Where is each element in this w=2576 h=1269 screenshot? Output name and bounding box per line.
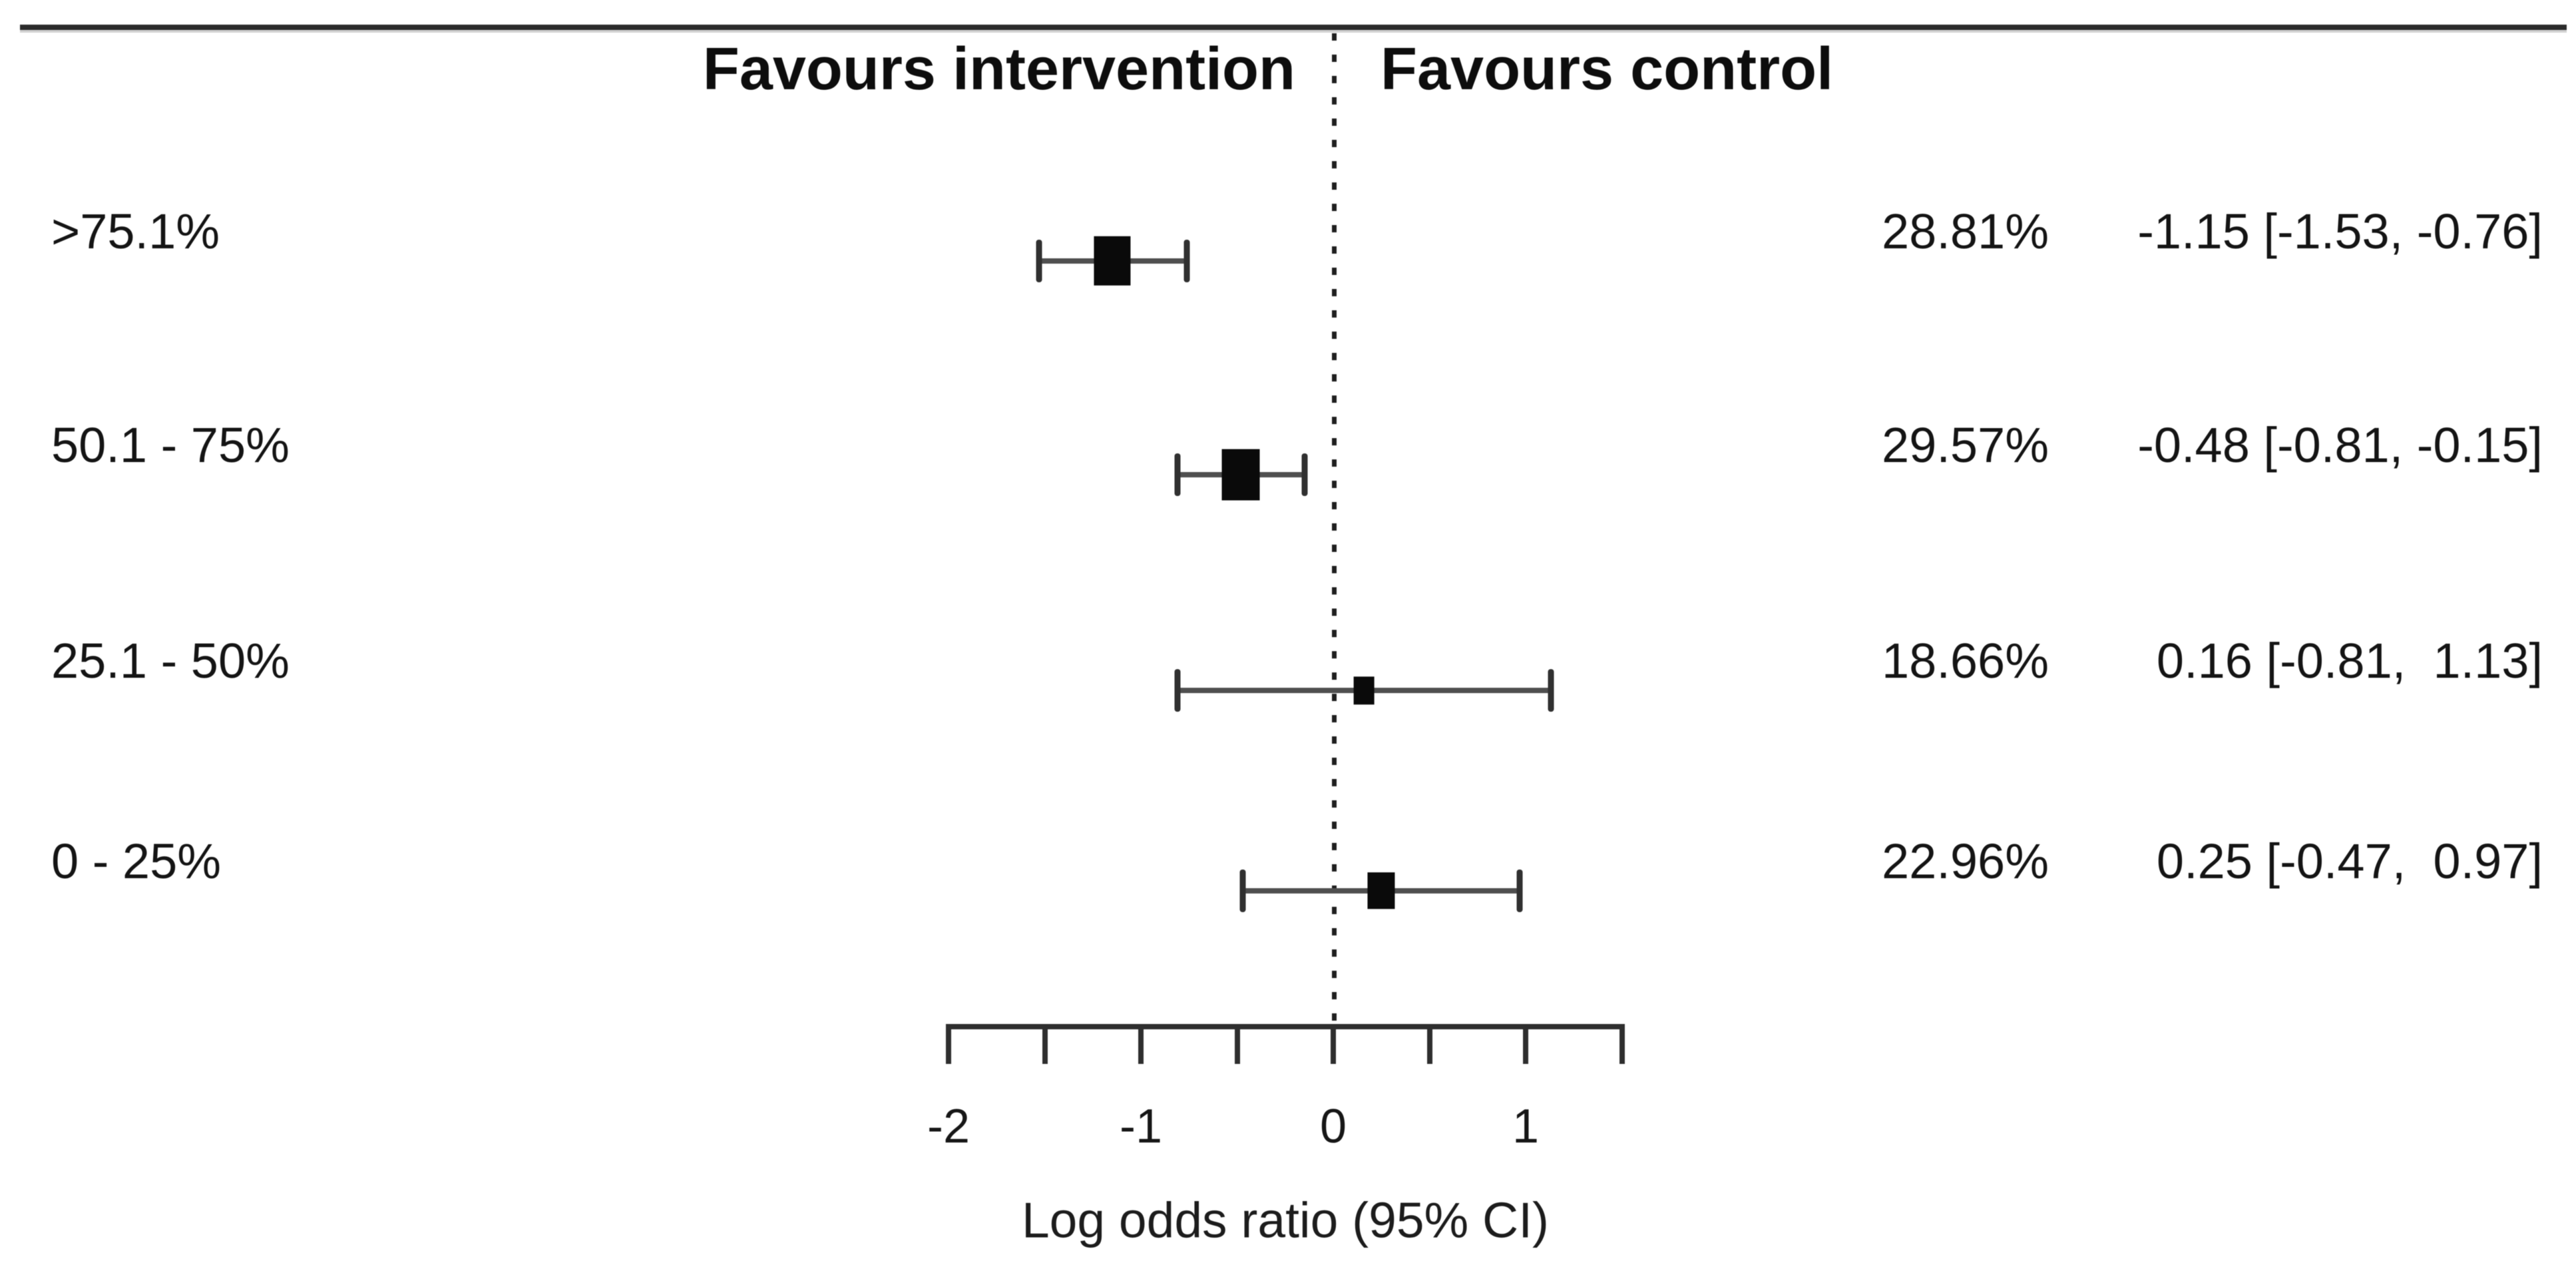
weight-value: 29.57% — [1882, 417, 2049, 473]
weight-value: 18.66% — [1882, 633, 2049, 688]
axis-tick — [1426, 1024, 1432, 1064]
axis-tick-label: 1 — [1512, 1100, 1540, 1153]
ci-cap-right — [1516, 870, 1523, 912]
axis-tick-label: -2 — [927, 1100, 970, 1153]
weight-value: 28.81% — [1882, 204, 2049, 259]
ci-cap-left — [1239, 870, 1246, 912]
zero-reference-line — [1332, 33, 1337, 1025]
axis-tick — [1619, 1024, 1625, 1064]
axis-tick — [1042, 1024, 1048, 1064]
ci-cap-right — [1301, 453, 1308, 496]
favours-intervention-label: Favours intervention — [702, 36, 1295, 103]
axis-tick-label: 0 — [1319, 1100, 1347, 1153]
axis-tick — [1138, 1024, 1144, 1064]
row-label: 50.1 - 75% — [51, 417, 290, 473]
axis-tick — [1234, 1024, 1240, 1064]
ci-cap-left — [1174, 453, 1181, 496]
estimate-value: 0.16 [-0.81, 1.13] — [2156, 633, 2543, 688]
ci-cap-right — [1548, 669, 1554, 712]
ci-cap-right — [1183, 240, 1190, 282]
axis-tick — [946, 1024, 951, 1064]
row-label: 0 - 25% — [51, 834, 222, 889]
estimate-marker — [1353, 676, 1375, 704]
estimate-value: 0.25 [-0.47, 0.97] — [2156, 834, 2543, 889]
x-axis-line — [949, 1024, 1623, 1029]
axis-tick-label: -1 — [1119, 1100, 1163, 1153]
estimate-value: -0.48 [-0.81, -0.15] — [2137, 417, 2543, 473]
row-label: >75.1% — [51, 204, 220, 259]
estimate-marker — [1367, 872, 1395, 909]
ci-cap-left — [1174, 669, 1181, 712]
top-rule — [20, 25, 2567, 30]
estimate-value: -1.15 [-1.53, -0.76] — [2137, 204, 2543, 259]
x-axis-title: Log odds ratio (95% CI) — [1021, 1192, 1550, 1248]
estimate-marker — [1221, 449, 1260, 501]
estimate-marker — [1094, 236, 1131, 286]
axis-tick — [1331, 1024, 1336, 1064]
weight-value: 22.96% — [1882, 834, 2049, 889]
row-label: 25.1 - 50% — [51, 633, 290, 688]
axis-tick — [1523, 1024, 1528, 1064]
ci-cap-left — [1036, 240, 1042, 282]
favours-control-label: Favours control — [1381, 36, 1834, 103]
